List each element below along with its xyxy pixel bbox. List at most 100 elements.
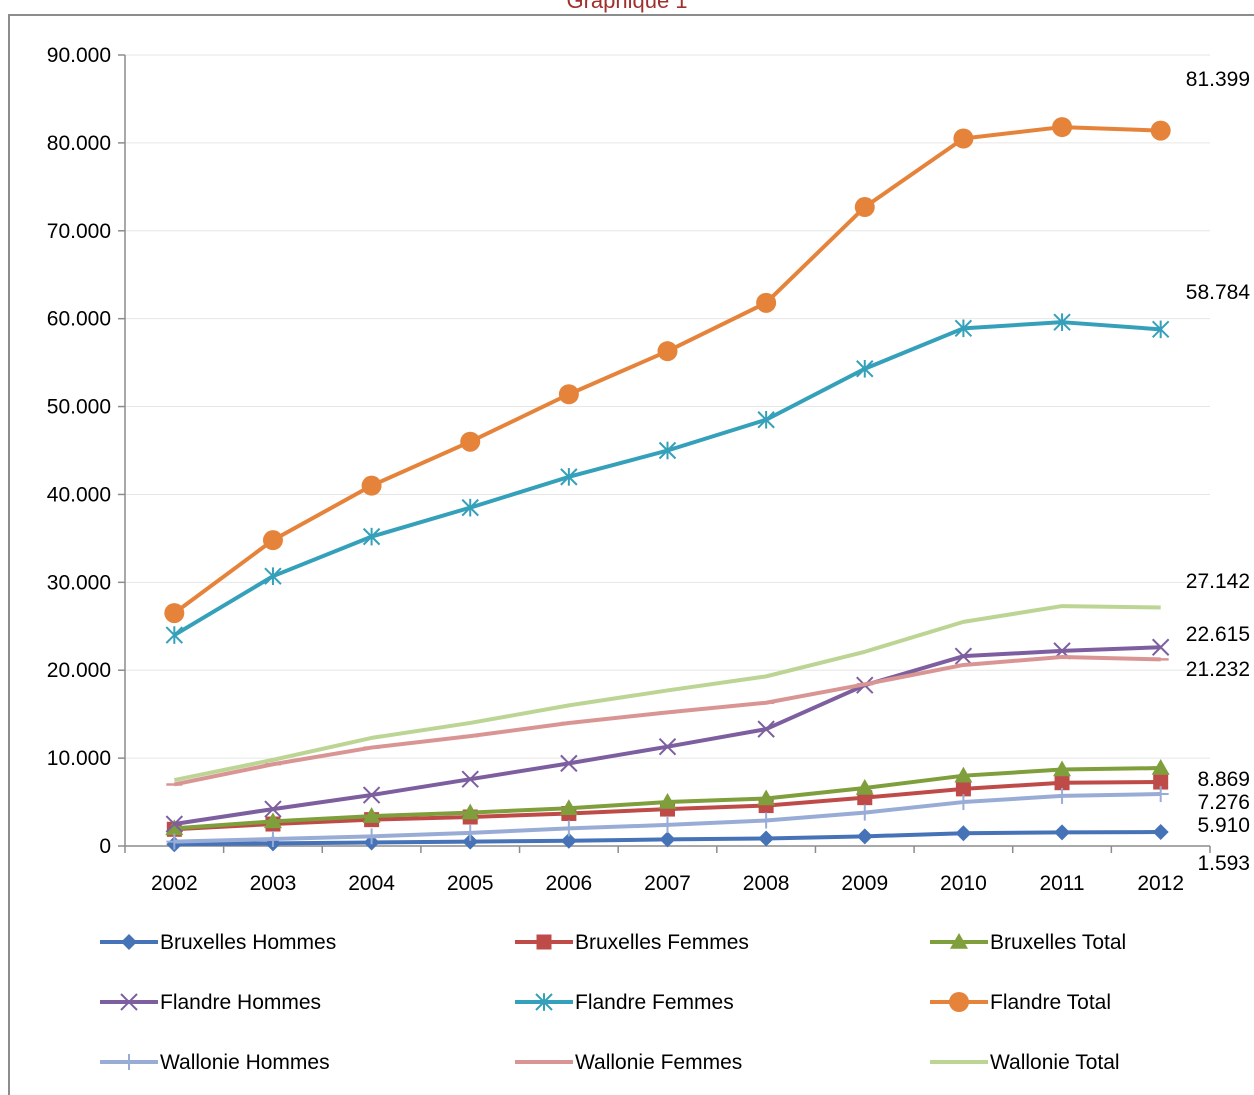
legend-item: Wallonie Hommes <box>100 1051 330 1074</box>
marker-diamond <box>659 831 676 848</box>
legend-label: Wallonie Hommes <box>160 1051 330 1074</box>
legend-item: Flandre Total <box>930 991 1111 1014</box>
marker-square <box>1153 774 1169 790</box>
marker-star <box>461 498 479 517</box>
marker-x <box>757 720 775 738</box>
marker-star <box>658 441 677 460</box>
x-tick-label: 2006 <box>546 872 593 895</box>
marker-plus <box>462 824 479 841</box>
marker-x <box>461 770 479 788</box>
legend-item: Bruxelles Femmes <box>515 931 749 954</box>
marker-x <box>560 754 578 773</box>
series-flandre-hommes <box>165 638 1170 833</box>
end-label: 27.142 <box>1186 570 1250 593</box>
series-flandre-femmes <box>165 313 1170 644</box>
marker-plus <box>659 816 676 833</box>
marker-triangle <box>950 933 968 949</box>
marker-x <box>954 647 973 665</box>
marker-plus <box>758 812 775 829</box>
marker-x <box>120 993 138 1011</box>
series-line <box>173 655 1161 787</box>
marker-plus <box>363 828 380 845</box>
legend-label: Flandre Total <box>990 991 1111 1014</box>
y-tick-label: 40.000 <box>47 483 111 506</box>
x-tick-label: 2005 <box>447 872 494 895</box>
marker-circle <box>460 431 481 452</box>
y-tick-label: 0 <box>99 835 111 858</box>
marker-triangle <box>658 793 677 809</box>
marker-x <box>165 815 184 833</box>
legend-item: Flandre Femmes <box>515 991 734 1014</box>
end-label: 8.869 <box>1197 768 1250 791</box>
marker-plus <box>856 804 873 821</box>
end-label: 1.593 <box>1197 852 1250 875</box>
marker-circle <box>854 197 875 218</box>
marker-diamond <box>955 825 972 842</box>
x-tick-label: 2007 <box>644 872 691 895</box>
marker-circle <box>361 475 382 496</box>
marker-x <box>362 786 381 804</box>
marker-plus <box>121 1054 137 1070</box>
x-tick-label: 2009 <box>841 872 888 895</box>
legend-label: Bruxelles Femmes <box>575 931 749 954</box>
legend-label: Wallonie Total <box>990 1051 1120 1074</box>
legend-item: Wallonie Total <box>930 1051 1120 1074</box>
marker-plus <box>955 794 972 811</box>
marker-diamond <box>1054 824 1071 841</box>
marker-star <box>264 567 282 585</box>
marker-diamond <box>121 934 137 950</box>
marker-square <box>1054 775 1070 791</box>
end-label: 22.615 <box>1186 623 1250 646</box>
marker-diamond <box>1152 823 1169 840</box>
marker-triangle <box>263 812 282 829</box>
chart-frame <box>8 14 1254 1095</box>
legend-label: Wallonie Femmes <box>575 1051 742 1074</box>
end-label: 5.910 <box>1197 814 1250 837</box>
marker-star <box>1053 313 1071 331</box>
series-wallonie-total <box>173 604 1161 783</box>
legend-label: Flandre Femmes <box>575 991 734 1014</box>
x-tick-label: 2011 <box>1039 872 1084 895</box>
marker-diamond <box>560 832 577 849</box>
marker-star <box>1151 320 1170 339</box>
series-group <box>164 117 1171 853</box>
marker-plus <box>264 830 281 847</box>
legend-item: Wallonie Femmes <box>515 1051 742 1074</box>
marker-triangle <box>954 766 973 783</box>
x-tick-label: 2002 <box>151 872 198 895</box>
marker-triangle <box>757 789 776 806</box>
marker-circle <box>1150 120 1171 141</box>
marker-diamond <box>462 833 479 850</box>
marker-diamond <box>856 828 873 845</box>
series-bruxelles-total <box>165 759 1170 836</box>
marker-star <box>757 410 775 429</box>
end-label: 58.784 <box>1186 281 1251 304</box>
marker-circle <box>558 384 579 405</box>
grid-lines <box>125 54 1210 759</box>
series-wallonie-femmes <box>166 655 1169 787</box>
marker-triangle <box>1151 759 1170 775</box>
marker-circle <box>756 292 777 313</box>
y-tick-label: 10.000 <box>47 747 111 770</box>
marker-square <box>955 781 971 797</box>
end-label: 7.276 <box>1197 791 1250 814</box>
marker-star <box>362 527 381 546</box>
marker-x <box>264 800 282 818</box>
series-line <box>173 125 1161 615</box>
end-label: 21.232 <box>1186 658 1250 681</box>
marker-x <box>658 737 677 756</box>
legend-label: Bruxelles Hommes <box>160 931 336 954</box>
marker-star <box>560 468 578 486</box>
marker-star <box>856 359 874 378</box>
marker-plus <box>560 820 577 837</box>
series-wallonie-hommes <box>166 786 1169 850</box>
series-line <box>173 604 1161 783</box>
marker-star <box>954 319 973 338</box>
marker-circle <box>164 603 185 624</box>
axes: 0 10.000 20.000 30.000 40.000 50.000 60.000 70.… <box>47 44 1211 895</box>
marker-x <box>1151 638 1170 656</box>
chart-title: Graphique 1 <box>566 0 688 13</box>
end-label: 81.399 <box>1186 68 1250 91</box>
